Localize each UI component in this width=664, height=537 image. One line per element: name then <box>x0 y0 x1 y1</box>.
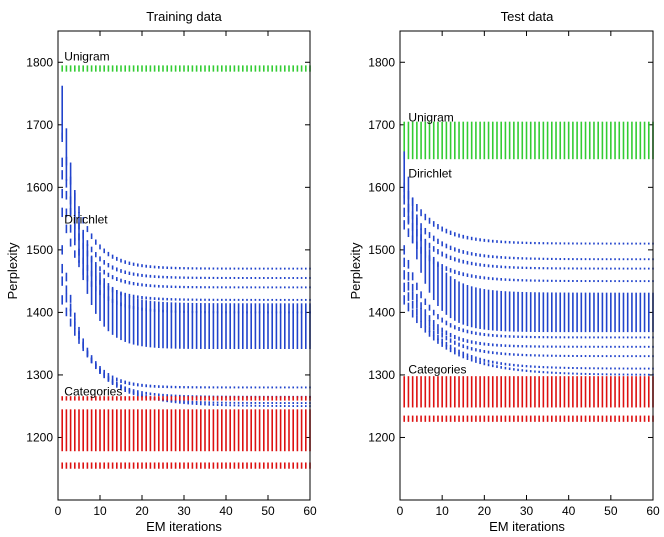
x-tick-label: 20 <box>478 504 492 518</box>
x-tick-label: 0 <box>397 504 404 518</box>
annotation-label: Dirichlet <box>64 213 108 227</box>
series-dirichlet <box>61 207 311 314</box>
chart-test-data: Test data Perplexity EM iterations 0 10 20… <box>348 9 660 534</box>
series-categories <box>403 376 654 408</box>
x-tick-label: 40 <box>219 504 233 518</box>
series-categories <box>61 462 311 469</box>
series-dirichlet <box>61 85 311 350</box>
chart-title: Test data <box>501 9 555 24</box>
x-tick-label: 60 <box>303 504 317 518</box>
series-dirichlet <box>61 132 311 270</box>
series-categories <box>403 415 654 422</box>
series-categories <box>61 409 311 452</box>
y-tick-label: 1700 <box>26 118 53 132</box>
x-axis-label: EM iterations <box>489 519 565 534</box>
series-dirichlet <box>61 157 311 279</box>
y-axis-label: Perplexity <box>5 242 20 300</box>
series-dirichlet <box>403 195 654 261</box>
annotation-label: Categories <box>64 385 122 399</box>
x-tick-label: 60 <box>646 504 660 518</box>
y-tick-label: 1500 <box>368 243 395 257</box>
series-dirichlet <box>403 245 654 339</box>
x-tick-label: 20 <box>135 504 149 518</box>
y-tick-label: 1200 <box>26 430 53 444</box>
x-tick-label: 40 <box>562 504 576 518</box>
x-tick-label: 50 <box>261 504 275 518</box>
series-categories <box>61 396 311 401</box>
y-tick-label: 1600 <box>368 180 395 194</box>
y-tick-label: 1300 <box>26 368 53 382</box>
series-dirichlet <box>61 188 311 301</box>
y-tick-label: 1400 <box>368 305 395 319</box>
y-tick-label: 1800 <box>368 55 395 69</box>
series-dirichlet <box>403 182 654 245</box>
series-dirichlet <box>61 295 311 408</box>
annotation-label: Categories <box>408 363 466 377</box>
series-dirichlet <box>403 220 654 283</box>
annotation-label: Unigram <box>408 111 453 125</box>
y-axis-label: Perplexity <box>348 242 363 300</box>
x-tick-label: 10 <box>435 504 449 518</box>
x-tick-label: 30 <box>177 504 191 518</box>
annotation-label: Unigram <box>64 49 109 63</box>
chart-title: Training data <box>146 9 222 24</box>
y-tick-label: 1400 <box>26 305 53 319</box>
series-dirichlet <box>403 257 654 348</box>
x-tick-label: 30 <box>520 504 534 518</box>
plot-area-frame <box>399 30 654 501</box>
y-tick-label: 1600 <box>26 180 53 194</box>
x-tick-label: 50 <box>604 504 618 518</box>
annotation-label: Dirichlet <box>408 166 452 180</box>
x-tick-label: 10 <box>93 504 107 518</box>
x-tick-label: 0 <box>55 504 62 518</box>
y-tick-label: 1500 <box>26 243 53 257</box>
y-tick-label: 1200 <box>368 430 395 444</box>
plot-area-frame <box>57 30 311 501</box>
series-unigram <box>403 121 654 160</box>
series-dirichlet <box>403 295 654 376</box>
chart-training-data: Training data Perplexity EM iterations 0… <box>5 9 317 534</box>
series-dirichlet <box>61 170 311 289</box>
series-unigram <box>61 65 311 72</box>
x-axis-label: EM iterations <box>146 519 222 534</box>
y-tick-label: 1300 <box>368 368 395 382</box>
y-tick-label: 1700 <box>368 118 395 132</box>
y-tick-label: 1800 <box>26 55 53 69</box>
series-dirichlet <box>403 207 654 270</box>
